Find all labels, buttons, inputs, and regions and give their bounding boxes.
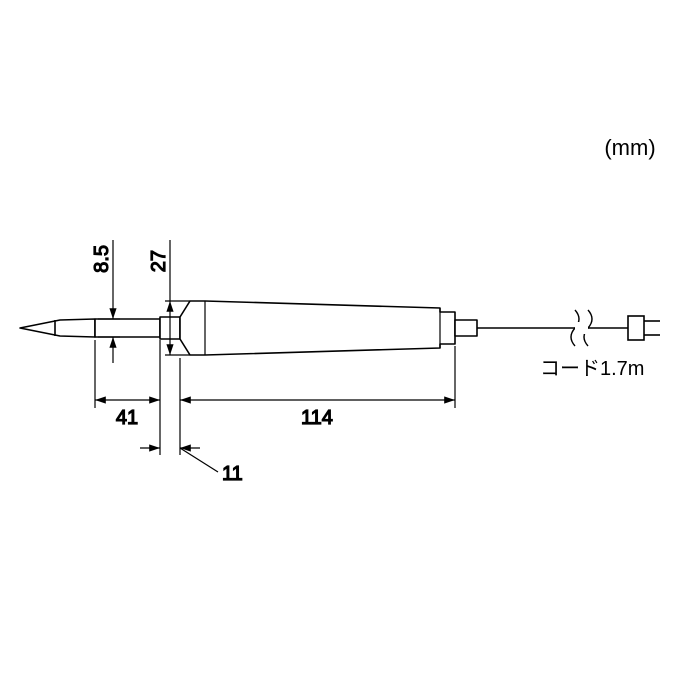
tech-drawing: (mm) [0,0,700,700]
device-outline [20,301,477,355]
cord-label: コード1.7m [540,358,644,380]
dim-shaft-len [95,340,160,408]
dim-handle-len-label: 114 [301,407,333,429]
handle [180,301,455,355]
dim-tip-dia-label: 8.5 [91,245,113,273]
tip [20,319,95,337]
dim-shaft-len-label: 41 [116,407,138,429]
unit-label: (mm) [604,135,655,160]
strain-relief [455,320,477,336]
dim-collar-len-label: 11 [222,463,243,485]
dim-collar-len [140,408,218,472]
cord-break [571,310,592,346]
dimensions: 8.5 27 41 114 [91,240,455,485]
plug [628,316,660,340]
shaft [95,319,160,337]
dim-grip-dia-label: 27 [148,250,170,272]
